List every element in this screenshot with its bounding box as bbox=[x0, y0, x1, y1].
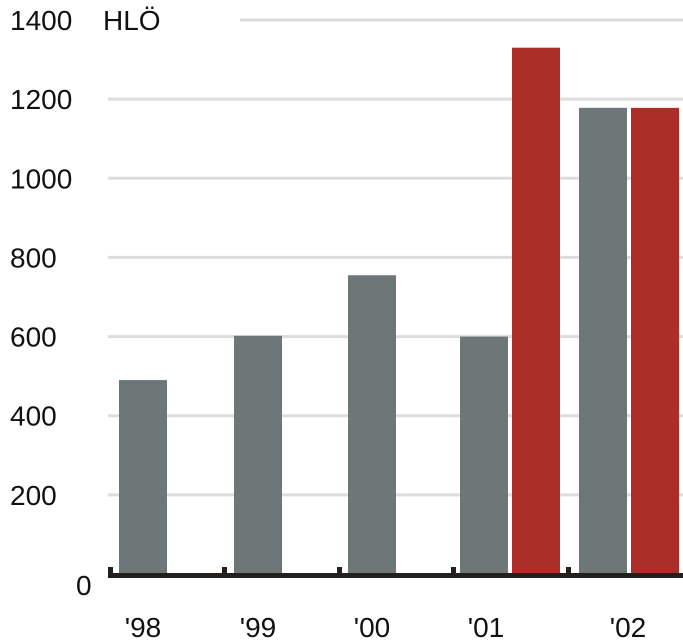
y-tick-label-0: 0 bbox=[76, 570, 92, 601]
x-axis-tick-0 bbox=[108, 567, 113, 576]
x-axis-line bbox=[108, 573, 683, 578]
x-tick-label-02: '02 bbox=[610, 612, 647, 643]
bars bbox=[119, 47, 679, 574]
y-unit-label: HLÖ bbox=[103, 5, 161, 36]
tick-labels: 0 200 400 600 800 1000 1200 1400 HLÖ '98 '99 '00 '01… bbox=[10, 5, 646, 643]
x-tick-label-99: '99 bbox=[240, 612, 277, 643]
y-tick-label-200: 200 bbox=[10, 480, 57, 511]
y-tick-label-600: 600 bbox=[10, 322, 57, 353]
bar-02-series-2 bbox=[631, 107, 679, 574]
y-tick-label-800: 800 bbox=[10, 242, 57, 273]
x-axis-tick-3 bbox=[451, 567, 456, 576]
bar-02-series-1 bbox=[579, 107, 627, 574]
x-axis-tick-2 bbox=[337, 567, 342, 576]
y-tick-label-1000: 1000 bbox=[10, 163, 72, 194]
x-axis-tick-4 bbox=[566, 567, 571, 576]
bar-01-series-1 bbox=[460, 336, 508, 574]
bar-99-series-1 bbox=[234, 335, 282, 574]
bar-98-series-1 bbox=[119, 380, 167, 574]
y-tick-label-1200: 1200 bbox=[10, 84, 72, 115]
x-tick-label-01: '01 bbox=[468, 612, 505, 643]
x-axis bbox=[108, 567, 683, 578]
y-tick-label-400: 400 bbox=[10, 401, 57, 432]
x-tick-label-00: '00 bbox=[354, 612, 391, 643]
bar-00-series-1 bbox=[348, 275, 396, 574]
x-tick-label-98: '98 bbox=[125, 612, 162, 643]
x-axis-tick-1 bbox=[222, 567, 227, 576]
y-tick-label-1400: 1400 bbox=[10, 5, 72, 36]
bar-01-series-2 bbox=[512, 47, 560, 574]
